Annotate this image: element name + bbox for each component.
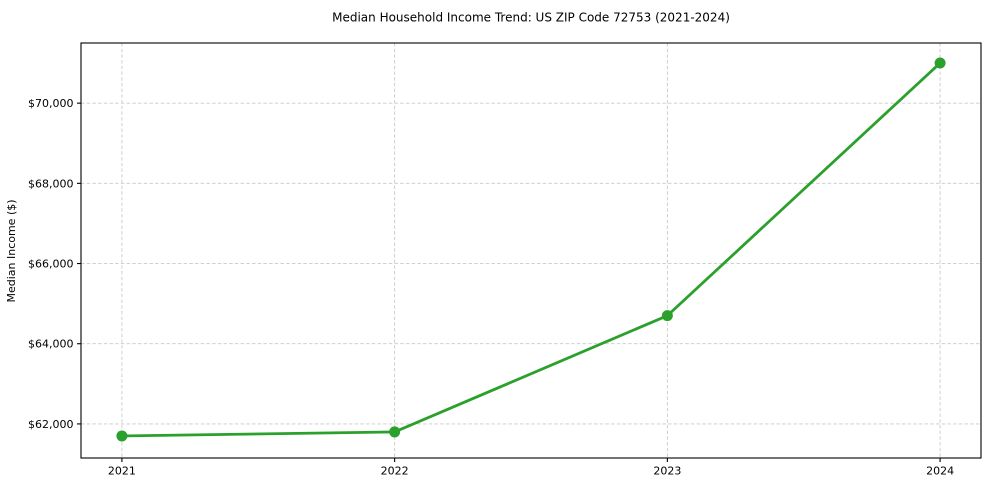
x-tick-label: 2023 — [653, 465, 681, 478]
data-point-2021 — [116, 430, 128, 442]
x-tick-label: 2022 — [381, 465, 409, 478]
data-point-2023 — [661, 310, 673, 322]
y-tick-label: $68,000 — [28, 177, 74, 190]
trend-line — [120, 61, 942, 438]
grid-layer — [81, 43, 981, 458]
data-point-2022 — [389, 426, 401, 438]
plot-border — [80, 42, 982, 459]
chart-title: Median Household Income Trend: US ZIP Co… — [332, 11, 730, 25]
y-tick-label: $70,000 — [28, 97, 74, 110]
tick-layer — [77, 102, 941, 462]
data-point-2024 — [934, 57, 946, 69]
y-axis-label: Median Income ($) — [5, 199, 18, 302]
border-layer — [80, 42, 982, 459]
y-tick-label: $64,000 — [28, 338, 74, 351]
ticklabel-layer: $62,000 $64,000 $66,000 $68,000 $70,000 2021 2… — [28, 97, 954, 477]
series-layer — [116, 57, 946, 442]
x-tick-label: 2024 — [926, 465, 954, 478]
y-tick-label: $66,000 — [28, 258, 74, 271]
x-tick-label: 2021 — [108, 465, 136, 478]
y-tick-label: $62,000 — [28, 418, 74, 431]
